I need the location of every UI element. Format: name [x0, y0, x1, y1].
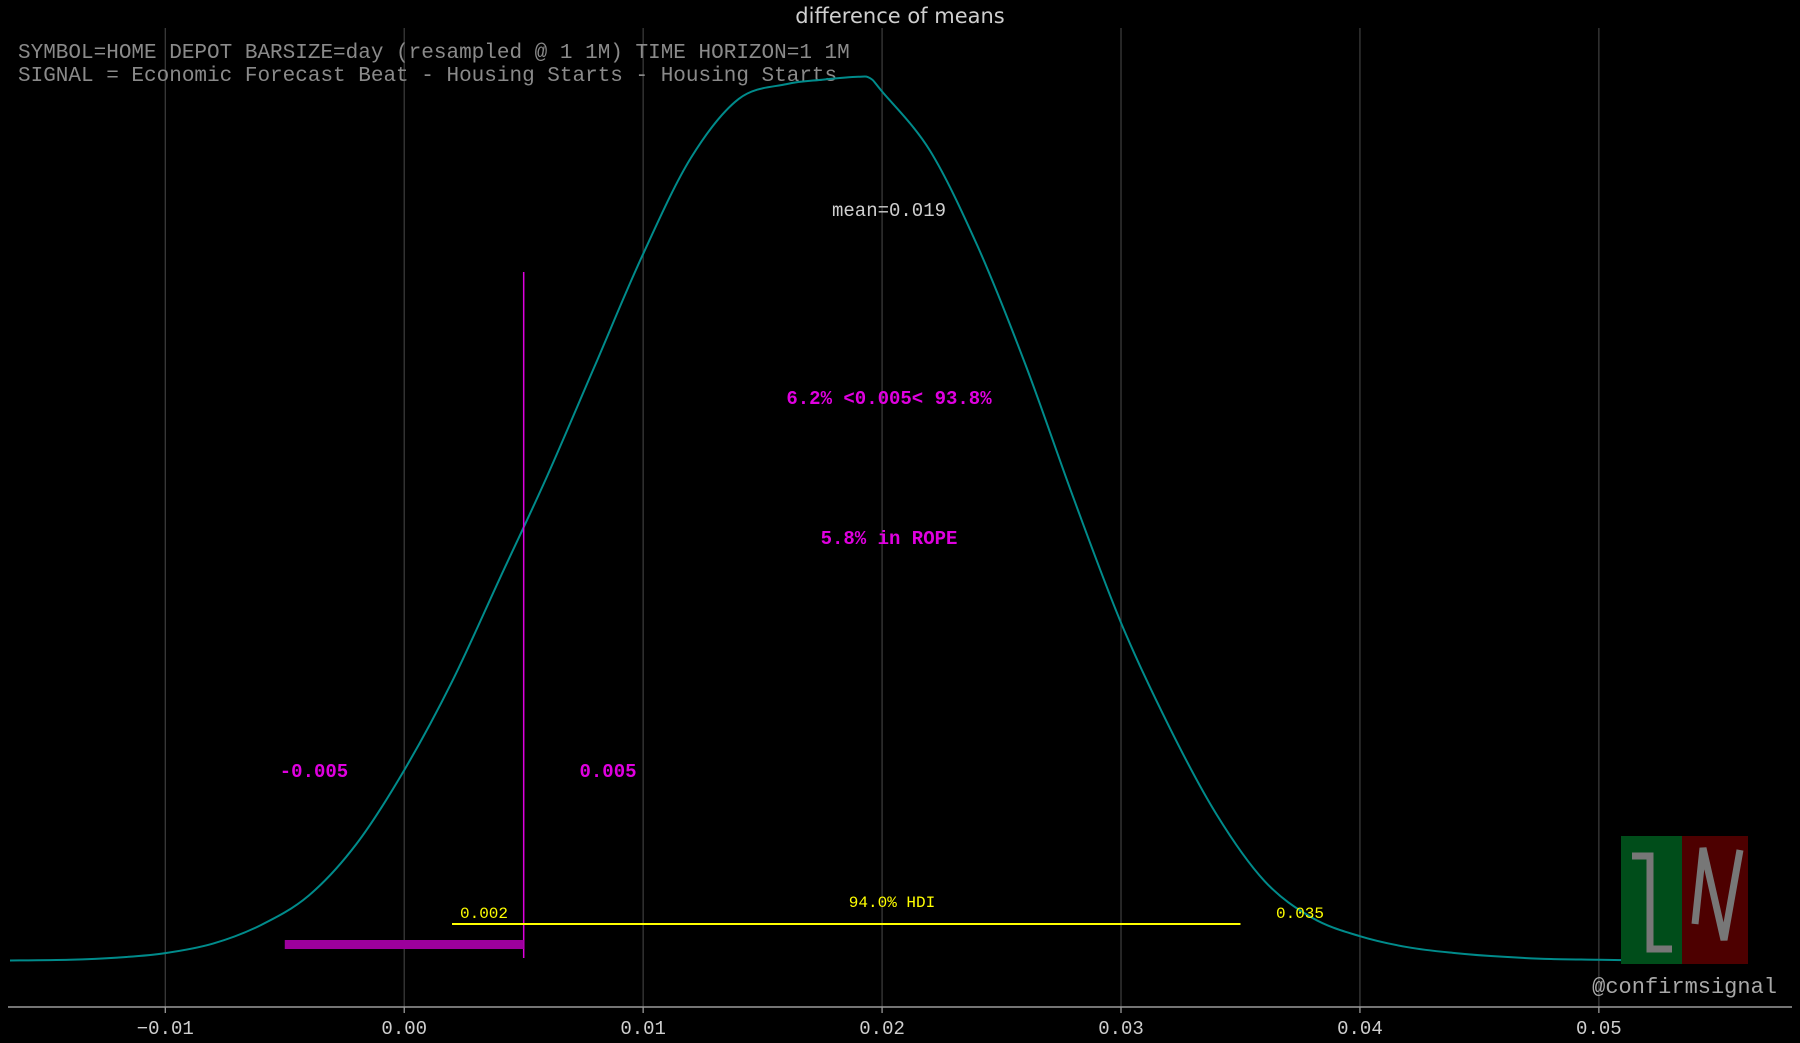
x-tick-label: 0.04	[1337, 1018, 1383, 1040]
rope-high-label: 0.005	[579, 761, 636, 783]
chart-subtitle-line-1: SYMBOL=HOME DEPOT BARSIZE=day (resampled…	[18, 42, 850, 65]
x-tick-label: 0.05	[1576, 1018, 1622, 1040]
x-tick-label: −0.01	[137, 1018, 194, 1040]
chart-subtitle-line-2: SIGNAL = Economic Forecast Beat - Housin…	[18, 65, 837, 88]
in-rope-label: 5.8% in ROPE	[821, 528, 958, 550]
rope-low-label: -0.005	[280, 761, 348, 783]
hdi-high-label: 0.035	[1276, 905, 1324, 923]
rope-ref-label: 6.2% <0.005< 93.8%	[786, 388, 992, 410]
mean-label: mean=0.019	[832, 200, 946, 222]
chart-title: difference of means	[795, 4, 1005, 28]
x-tick-label: 0.01	[620, 1018, 666, 1040]
hdi-label: 94.0% HDI	[849, 894, 935, 912]
grid-lines	[164, 28, 1600, 1007]
density-curve	[9, 75, 1707, 963]
watermark-handle: @confirmsignal	[1592, 975, 1777, 1000]
hdi-low-label: 0.002	[460, 905, 508, 923]
x-tick-label: 0.02	[859, 1018, 905, 1040]
confirmsignal-logo	[1621, 836, 1748, 964]
x-axis-ticks: −0.01 0.00 0.01 0.02 0.03 0.04 0.05	[137, 1007, 1622, 1040]
x-tick-label: 0.03	[1098, 1018, 1144, 1040]
rope-bar	[284, 940, 524, 949]
x-tick-label: 0.00	[381, 1018, 427, 1040]
